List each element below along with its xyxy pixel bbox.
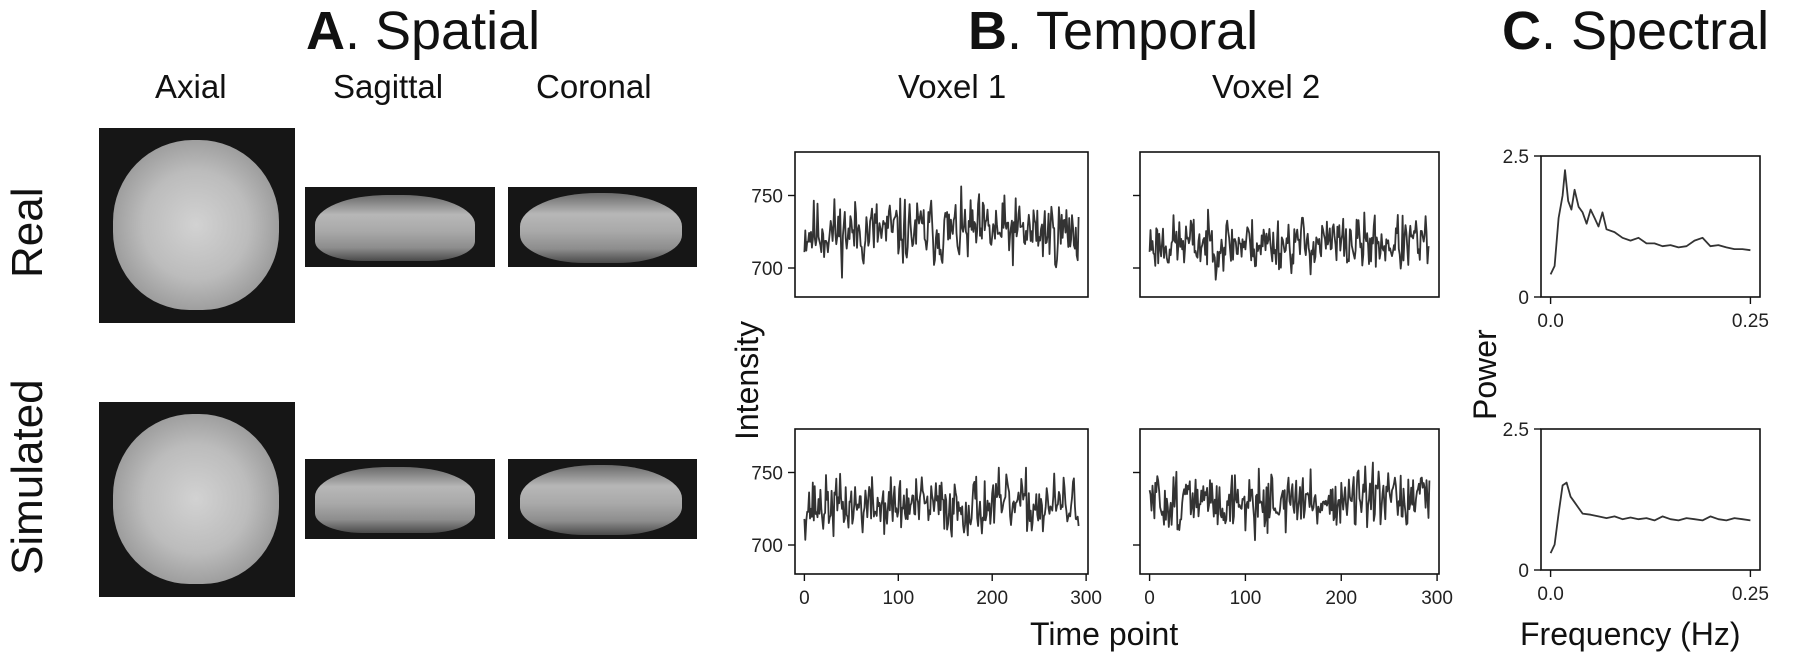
section-name-temporal: . Temporal — [1007, 1, 1259, 61]
axes-frame — [794, 151, 1089, 298]
brain-coronal-simulated — [508, 459, 697, 539]
series-line — [1549, 169, 1751, 275]
series-line — [803, 185, 1080, 279]
plot-temporal-real-voxel2 — [1133, 151, 1440, 298]
view-label-axial: Axial — [155, 68, 227, 105]
plot-temporal-sim-voxel1: 700 750 0 100 200 300 — [751, 428, 1102, 609]
axes-frame — [794, 428, 1089, 575]
axes-frame — [1139, 151, 1440, 298]
x-tick-label: 0 — [1144, 588, 1155, 609]
x-tick-label: 0.0 — [1537, 584, 1563, 605]
view-label-sagittal: Sagittal — [333, 68, 444, 105]
section-letter-a: A — [306, 1, 345, 61]
section-title-temporal: B. Temporal — [968, 4, 1258, 58]
brain-coronal-real — [508, 187, 697, 267]
temporal-xlabel: Time point — [1030, 616, 1179, 652]
y-tick-label: 750 — [751, 187, 783, 208]
brain-axial-simulated — [99, 402, 295, 597]
series-line — [1549, 481, 1751, 554]
x-tick-label: 300 — [1421, 588, 1453, 609]
x-tick-label: 200 — [976, 588, 1008, 609]
section-title-spectral: C. Spectral — [1502, 4, 1769, 58]
x-tick-label: 0.25 — [1732, 584, 1769, 605]
y-tick-label: 2.5 — [1503, 147, 1529, 168]
x-tick-label: 0.25 — [1732, 311, 1769, 332]
brain-sagittal-simulated — [305, 459, 495, 539]
y-tick-label: 0 — [1518, 288, 1529, 309]
section-title-spatial: A. Spatial — [306, 4, 540, 58]
voxel-label-1: Voxel 1 — [898, 68, 1007, 105]
y-tick-label: 700 — [751, 536, 783, 557]
series-line — [1148, 208, 1430, 281]
x-tick-label: 0.0 — [1537, 311, 1563, 332]
x-tick-label: 100 — [1230, 588, 1262, 609]
y-tick-label: 2.5 — [1503, 420, 1529, 441]
brain-sagittal-real — [305, 187, 495, 267]
brain-axial-real — [99, 128, 295, 323]
section-letter-b: B — [968, 1, 1007, 61]
plot-temporal-real-voxel1: 700 750 — [751, 151, 1089, 298]
section-letter-c: C — [1502, 1, 1541, 61]
series-line — [1148, 461, 1431, 542]
y-tick-label: 700 — [751, 259, 783, 280]
section-name-spectral: . Spectral — [1541, 1, 1770, 61]
view-label-coronal: Coronal — [536, 68, 652, 105]
series-line — [803, 466, 1080, 541]
axes-frame — [1540, 155, 1761, 298]
plot-spectral-simulated: 0 2.5 0.0 0.25 — [1503, 420, 1769, 605]
x-tick-label: 200 — [1325, 588, 1357, 609]
y-tick-label: 0 — [1518, 561, 1529, 582]
plot-spectral-real: 0 2.5 0.0 0.25 — [1503, 147, 1769, 332]
y-tick-label: 750 — [751, 464, 783, 485]
section-name-spatial: . Spatial — [345, 1, 541, 61]
spectral-xlabel: Frequency (Hz) — [1520, 616, 1741, 652]
plot-temporal-sim-voxel2: 0 100 200 300 — [1133, 428, 1453, 609]
x-tick-label: 300 — [1070, 588, 1102, 609]
x-tick-label: 0 — [799, 588, 810, 609]
axes-frame — [1540, 428, 1761, 571]
x-tick-label: 100 — [882, 588, 914, 609]
voxel-label-2: Voxel 2 — [1212, 68, 1321, 105]
axes-frame — [1139, 428, 1440, 575]
